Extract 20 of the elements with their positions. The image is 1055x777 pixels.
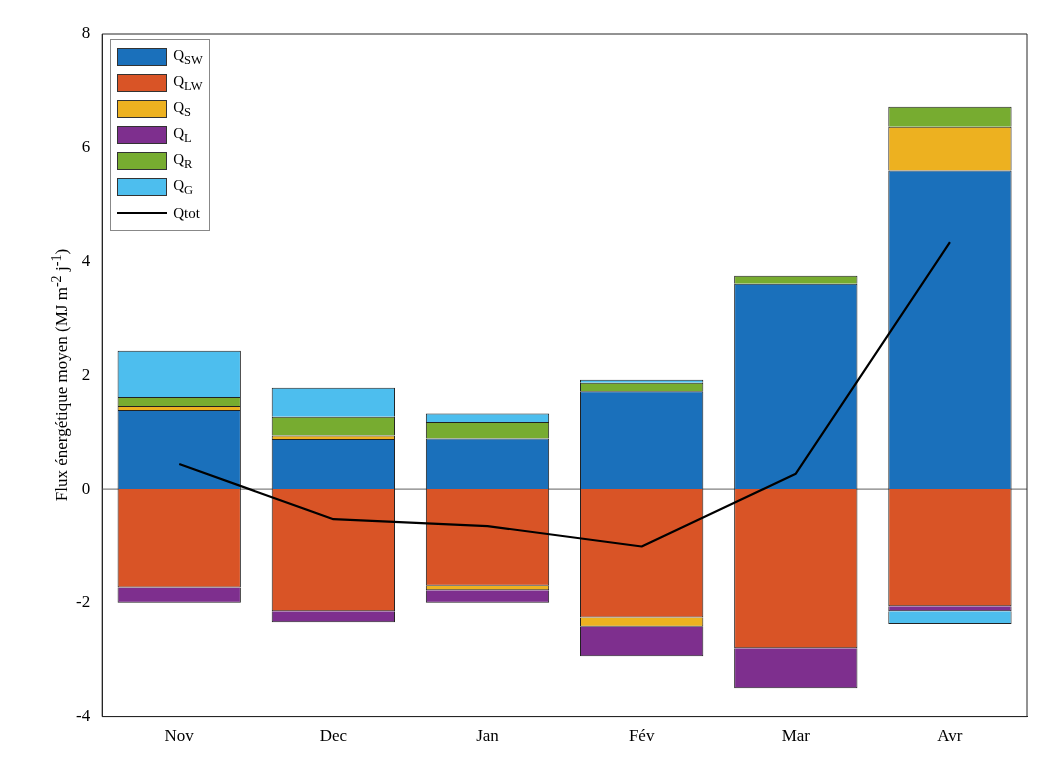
legend-label: Q$_{L}$: [173, 124, 192, 146]
y-tick-label: -4: [75, 706, 91, 726]
y-tick-label: 0: [81, 478, 91, 498]
x-tick-label: Fév: [628, 726, 655, 746]
legend-label: Q$_{S}$: [173, 98, 191, 120]
legend-label: Q$_{R}$: [173, 150, 193, 172]
legend-label: Q$_{LW}$: [173, 72, 203, 94]
y-tick-label: -2: [75, 592, 91, 612]
x-tick-label: Dec: [319, 726, 348, 746]
y-tick-label: 2: [81, 364, 91, 384]
y-tick-label: 4: [81, 251, 91, 270]
x-tick-label: Nov: [164, 726, 195, 746]
legend-label: Qtot: [173, 204, 200, 222]
x-tick-label: Jan: [476, 726, 500, 746]
x-tick-label: Mar: [781, 726, 811, 746]
x-tick-label: Avr: [937, 726, 963, 746]
y-tick-label: 8: [81, 23, 91, 43]
legend-label: Q$_{SW}$: [173, 46, 203, 68]
y-tick-label: 6: [81, 137, 91, 157]
legend-label: Q$_{G}$: [173, 176, 194, 198]
